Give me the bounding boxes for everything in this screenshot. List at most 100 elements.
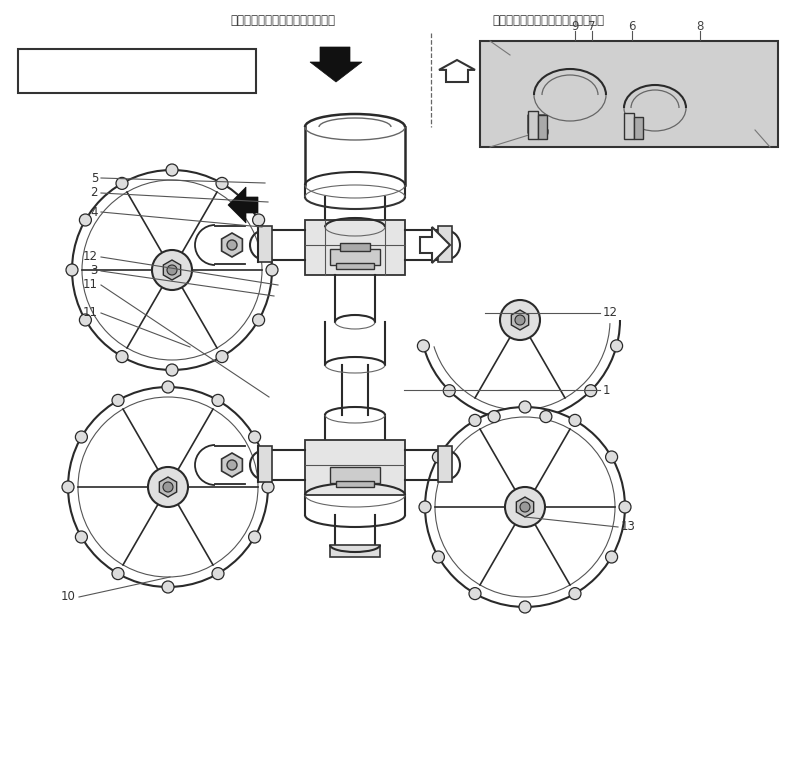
Circle shape xyxy=(212,567,224,580)
Text: 4: 4 xyxy=(91,205,98,219)
Circle shape xyxy=(425,407,625,607)
Circle shape xyxy=(148,467,188,507)
Circle shape xyxy=(80,314,92,326)
Polygon shape xyxy=(222,233,243,257)
Circle shape xyxy=(432,451,445,463)
Circle shape xyxy=(116,177,128,189)
Bar xyxy=(634,117,643,139)
Polygon shape xyxy=(310,47,362,82)
Circle shape xyxy=(417,340,430,352)
Circle shape xyxy=(611,340,623,352)
Circle shape xyxy=(112,394,124,406)
Polygon shape xyxy=(420,227,450,263)
Polygon shape xyxy=(517,497,534,517)
Bar xyxy=(340,243,370,251)
Text: 11: 11 xyxy=(83,306,98,319)
Text: 1: 1 xyxy=(603,384,611,397)
Circle shape xyxy=(112,567,124,580)
Bar xyxy=(624,113,634,139)
Circle shape xyxy=(619,501,631,513)
Bar xyxy=(330,467,380,483)
Circle shape xyxy=(68,387,268,587)
Text: 7: 7 xyxy=(589,20,596,33)
Circle shape xyxy=(500,300,540,340)
Circle shape xyxy=(62,481,74,493)
Circle shape xyxy=(432,551,445,563)
Bar xyxy=(538,115,547,139)
Text: 用於蒸汽輸送工作之時的出水方向: 用於蒸汽輸送工作之時的出水方向 xyxy=(231,13,336,26)
Circle shape xyxy=(419,501,431,513)
Circle shape xyxy=(262,481,274,493)
Circle shape xyxy=(469,415,481,426)
Bar xyxy=(330,545,380,557)
Circle shape xyxy=(80,214,92,226)
Circle shape xyxy=(519,601,531,613)
Circle shape xyxy=(253,214,265,226)
Circle shape xyxy=(515,315,525,325)
Text: 10: 10 xyxy=(61,591,76,604)
Text: 13: 13 xyxy=(621,521,636,533)
Circle shape xyxy=(443,384,455,397)
Circle shape xyxy=(249,431,261,443)
Circle shape xyxy=(520,502,530,512)
Circle shape xyxy=(66,264,78,276)
Bar xyxy=(305,440,405,495)
Circle shape xyxy=(585,384,596,397)
Circle shape xyxy=(227,240,237,250)
Polygon shape xyxy=(222,453,243,477)
Polygon shape xyxy=(160,477,177,497)
Text: 12: 12 xyxy=(83,250,98,264)
Polygon shape xyxy=(528,115,548,139)
Text: 2: 2 xyxy=(91,187,98,199)
Polygon shape xyxy=(228,187,258,223)
Circle shape xyxy=(249,531,261,543)
Text: 5: 5 xyxy=(91,171,98,184)
Circle shape xyxy=(75,531,88,543)
Circle shape xyxy=(212,394,224,406)
Bar xyxy=(480,41,778,147)
Circle shape xyxy=(540,411,552,422)
Circle shape xyxy=(152,250,192,290)
Circle shape xyxy=(167,265,177,275)
Bar xyxy=(330,249,380,265)
Text: 6: 6 xyxy=(628,20,636,33)
Circle shape xyxy=(488,411,500,422)
Circle shape xyxy=(569,587,581,600)
Circle shape xyxy=(216,350,228,363)
Circle shape xyxy=(505,487,545,527)
Text: 8: 8 xyxy=(696,20,704,33)
Circle shape xyxy=(216,177,228,189)
Polygon shape xyxy=(439,60,475,82)
Circle shape xyxy=(569,415,581,426)
Circle shape xyxy=(266,264,278,276)
Bar xyxy=(438,446,452,482)
Circle shape xyxy=(227,460,237,470)
Circle shape xyxy=(606,551,618,563)
Text: 用於冷凝水收集工作之時的出水方向: 用於冷凝水收集工作之時的出水方向 xyxy=(492,13,604,26)
Bar xyxy=(438,226,452,262)
Circle shape xyxy=(469,587,481,600)
Circle shape xyxy=(606,451,618,463)
Text: MSC04-160顯示擁有套焊式連接: MSC04-160顯示擁有套焊式連接 xyxy=(27,64,190,78)
Text: 9: 9 xyxy=(571,20,579,33)
Polygon shape xyxy=(511,310,529,330)
Text: 12: 12 xyxy=(603,306,618,319)
Circle shape xyxy=(162,581,174,593)
Bar xyxy=(336,263,374,269)
Circle shape xyxy=(253,314,265,326)
Text: 11: 11 xyxy=(83,278,98,291)
Bar xyxy=(528,111,538,139)
Circle shape xyxy=(519,401,531,413)
Text: 3: 3 xyxy=(91,264,98,277)
Circle shape xyxy=(162,381,174,393)
Circle shape xyxy=(116,350,128,363)
Circle shape xyxy=(163,482,173,492)
Bar xyxy=(336,481,374,487)
Bar xyxy=(18,49,256,93)
Bar xyxy=(258,226,272,262)
Circle shape xyxy=(75,431,88,443)
Circle shape xyxy=(166,364,178,376)
Bar xyxy=(258,446,272,482)
Circle shape xyxy=(166,164,178,176)
Polygon shape xyxy=(164,260,181,280)
